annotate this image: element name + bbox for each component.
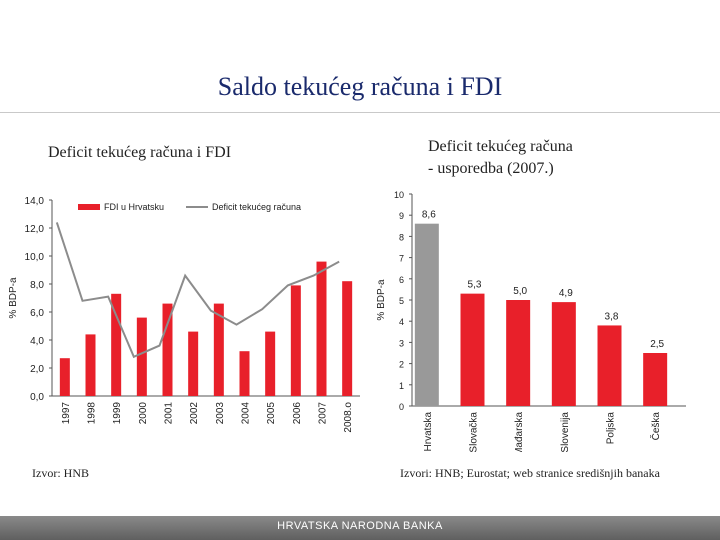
fdi-current-account-chart: 0,0 2,0 4,0 6,0 8,0 10,0 12,0 14,0 % BDP-a 1997 19… [8, 196, 360, 433]
left-source-note: Izvor: HNB [32, 466, 89, 480]
fdi-bar [85, 334, 96, 396]
right-source-note: Izvori: HNB; Eurostat; web stranice sred… [400, 466, 660, 480]
fdi-bar [316, 261, 327, 396]
y-tick-label: 4 [399, 317, 404, 327]
y-axis-label: % BDP-a [8, 277, 19, 319]
fdi-bar [290, 285, 301, 396]
y-tick-label: 2,0 [30, 364, 44, 375]
y-tick-label: 14,0 [25, 196, 45, 207]
y-tick-label: 8 [399, 232, 404, 242]
y-tick-label: 4,0 [30, 336, 44, 347]
footer-bar: HRVATSKA NARODNA BANKA [0, 516, 720, 540]
country-bar [597, 325, 622, 406]
country-comparison-chart: 0 1 2 3 4 5 6 7 8 9 10 % BDP-a 8,6 Hrvatska 5,3 Slovačk… [376, 190, 686, 452]
title-divider [0, 112, 720, 113]
y-tick-label: 1 [399, 381, 404, 391]
y-tick-label: 5 [399, 296, 404, 306]
country-bar [460, 293, 485, 406]
y-tick-label: 10 [394, 190, 404, 200]
country-bar [414, 223, 439, 406]
y-tick-label: 0,0 [30, 392, 44, 403]
y-tick-label: 6 [399, 275, 404, 285]
fdi-bar [265, 331, 276, 396]
legend-fdi-label: FDI u Hrvatsku [104, 202, 164, 212]
x-tick-label: Slovačka [469, 412, 480, 452]
x-tick-label: 2004 [241, 402, 252, 425]
left-chart-subtitle: Deficit tekućeg računa i FDI [48, 144, 232, 161]
fdi-bar [188, 331, 199, 396]
legend-deficit-label: Deficit tekućeg računa [212, 202, 301, 212]
y-tick-label: 10,0 [25, 252, 45, 263]
data-label: 8,6 [422, 210, 436, 221]
x-tick-label: 2005 [266, 402, 277, 425]
fdi-bar [213, 303, 224, 396]
x-tick-label: 2002 [189, 402, 200, 425]
data-label: 5,0 [513, 286, 527, 297]
country-bar [506, 300, 531, 406]
y-tick-label: 12,0 [25, 224, 45, 235]
y-tick-label: 0 [399, 402, 404, 412]
country-bar [643, 353, 668, 406]
legend-fdi-swatch [78, 204, 100, 210]
x-tick-label: 2000 [138, 402, 149, 425]
x-tick-label: 2001 [164, 402, 175, 425]
y-tick-label: 2 [399, 360, 404, 370]
data-label: 5,3 [468, 280, 482, 291]
fdi-bar [111, 293, 122, 396]
x-tick-label: 1998 [87, 402, 98, 425]
fdi-bar [162, 303, 173, 396]
data-label: 4,9 [559, 288, 573, 299]
footer-label: HRVATSKA NARODNA BANKA [277, 520, 443, 532]
x-tick-label: 1997 [61, 402, 72, 425]
y-tick-label: 8,0 [30, 280, 44, 291]
right-subtitle-line-2: - usporedba (2007.) [428, 160, 554, 177]
y-axis-label: % BDP-a [376, 279, 387, 321]
data-label: 3,8 [605, 311, 619, 322]
x-tick-label: 2006 [292, 402, 303, 425]
deficit-line [55, 222, 340, 359]
x-tick-label: Češka [649, 412, 662, 441]
fdi-bar [342, 281, 353, 396]
x-tick-label: Hrvatska [423, 412, 434, 452]
y-tick-label: 9 [399, 211, 404, 221]
right-chart-subtitle: Deficit tekućeg računa - usporedba (2007… [428, 136, 573, 180]
x-tick-label: 2003 [215, 402, 226, 425]
x-tick-label: 2007 [318, 402, 329, 425]
x-tick-label: Poljska [606, 412, 617, 445]
x-tick-label: Slovenija [560, 412, 571, 452]
fdi-bar [136, 317, 147, 396]
x-tick-label: Mađarska [514, 412, 525, 452]
right-subtitle-line-1: Deficit tekućeg računa [428, 138, 573, 155]
country-bar [551, 302, 576, 406]
fdi-bar [239, 351, 250, 396]
y-tick-label: 7 [399, 254, 404, 264]
fdi-bar [59, 358, 70, 396]
x-tick-label: 1999 [112, 402, 123, 425]
y-tick-label: 3 [399, 338, 404, 348]
y-tick-label: 6,0 [30, 308, 44, 319]
data-label: 2,5 [650, 339, 664, 350]
x-tick-label: 2008.o [343, 402, 354, 433]
page-title: Saldo tekućeg računa i FDI [217, 72, 503, 101]
